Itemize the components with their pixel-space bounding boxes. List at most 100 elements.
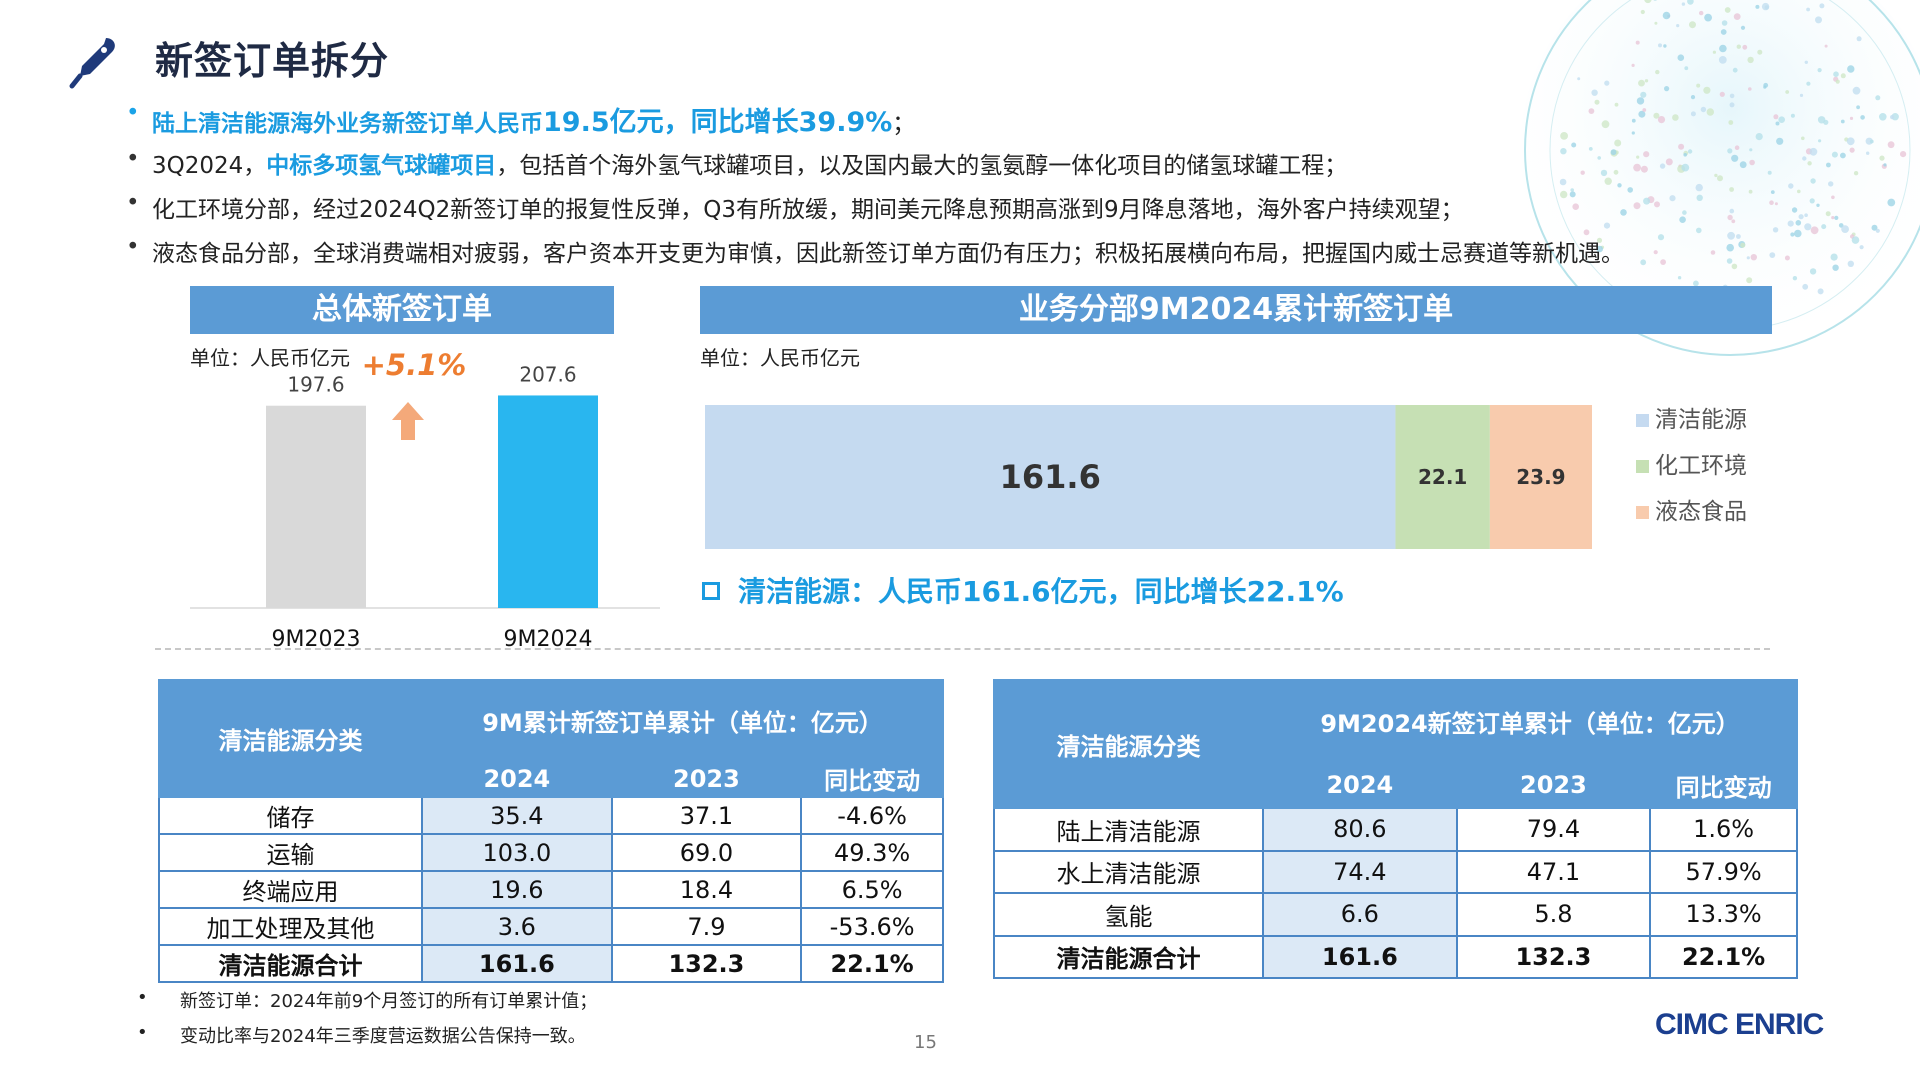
legend-swatch	[1636, 506, 1649, 519]
table-cell: 6.6	[1262, 892, 1458, 937]
pen-icon	[69, 38, 115, 89]
table-row-label: 水上清洁能源	[992, 849, 1265, 894]
table-row-label: 储存	[157, 796, 424, 835]
table-row: 清洁能源合计 161.6 132.3 22.1%	[157, 944, 944, 983]
table-row-label: 氢能	[992, 892, 1265, 937]
table1-col-2024: 2024	[421, 759, 613, 798]
bullet-text: 液态食品分部，全球消费端相对疲弱，客户资本开支更为审慎，因此新签订单方面仍有压力…	[152, 241, 1624, 267]
table-row-label: 陆上清洁能源	[992, 807, 1265, 852]
table-row: 陆上清洁能源 80.6 79.4 1.6%	[992, 807, 1798, 852]
table-cell: -53.6%	[800, 907, 944, 946]
segment-bar-0	[705, 405, 1396, 549]
segment-value-label: 22.1	[1418, 465, 1467, 489]
legend-label: 清洁能源	[1655, 407, 1747, 433]
clean-energy-table-1: 清洁能源分类 9M累计新签订单累计（单位：亿元） 2024 2023 同比变动 …	[157, 679, 944, 983]
overall-orders-header: 总体新签订单	[190, 286, 614, 334]
bullet-text: 3Q2024，	[152, 153, 267, 179]
table-cell: 47.1	[1455, 849, 1652, 894]
table-cell: 22.1%	[800, 944, 944, 983]
bullet-text: 陆上清洁能源海外业务新签订单人民币	[152, 111, 543, 137]
page-number: 15	[914, 1032, 937, 1053]
bullet-text: ；	[892, 111, 916, 137]
table-cell: 22.1%	[1649, 934, 1798, 979]
table-cell: 5.8	[1455, 892, 1652, 937]
footnote-2: 变动比率与2024年三季度营运数据公告保持一致。	[137, 1022, 586, 1048]
segment-value-label: 161.6	[1000, 458, 1101, 496]
legend-swatch	[1636, 460, 1649, 473]
section-divider	[155, 648, 1770, 650]
clean-energy-note-text: 清洁能源：人民币161.6亿元，同比增长22.1%	[738, 575, 1344, 608]
table-row-label: 清洁能源合计	[157, 944, 424, 983]
table-cell: 79.4	[1455, 807, 1652, 852]
segment-bar-2	[1489, 405, 1592, 549]
overall-orders-chart: 197.6 9M2023 207.6 9M2024 +5.1%	[190, 348, 660, 652]
table2-col-2023: 2023	[1455, 761, 1652, 809]
clean-energy-table-2: 清洁能源分类 9M2024新签订单累计（单位：亿元） 2024 2023 同比变…	[992, 679, 1798, 979]
table-cell: 35.4	[421, 796, 613, 835]
globe-decoration	[1520, 0, 1920, 360]
bar-value-label: 207.6	[519, 362, 576, 386]
bar-9M2023	[266, 405, 366, 608]
bullet-text: 化工环境分部，经过2024Q2新签订单的报复性反弹，Q3有所放缓，期间美元降息预…	[152, 197, 1464, 223]
table-cell: 37.1	[610, 796, 803, 835]
legend-swatch	[1636, 414, 1649, 427]
table1-col-change: 同比变动	[800, 759, 944, 798]
table-cell: 74.4	[1262, 849, 1458, 894]
table2-group-header: 9M2024新签订单累计（单位：亿元）	[1262, 679, 1798, 763]
table2-category-header: 清洁能源分类	[992, 679, 1265, 809]
table2-col-change: 同比变动	[1649, 761, 1798, 809]
up-arrow-icon	[392, 402, 424, 440]
segment-orders-header: 业务分部9M2024累计新签订单	[700, 286, 1772, 334]
table-row: 加工处理及其他 3.6 7.9 -53.6%	[157, 907, 944, 946]
table-cell: 18.4	[610, 870, 803, 909]
table-row-label: 终端应用	[157, 870, 424, 909]
right-unit-label: 单位：人民币亿元	[700, 346, 860, 370]
table-cell: 1.6%	[1649, 807, 1798, 852]
table-cell: 80.6	[1262, 807, 1458, 852]
bullet-text: 中标多项氢气球罐项目	[266, 153, 497, 179]
company-logo: CIMC ENRIC	[1655, 1008, 1824, 1041]
clean-energy-note: 清洁能源：人民币161.6亿元，同比增长22.1%	[702, 570, 1344, 610]
legend-label: 液态食品	[1655, 499, 1747, 525]
table1-category-header: 清洁能源分类	[157, 679, 424, 798]
bullet-text: ，包括首个海外氢气球罐项目，以及国内最大的氢氨醇一体化项目的储氢球罐工程；	[496, 153, 1348, 179]
table2-col-2024: 2024	[1262, 761, 1458, 809]
bullet-item: 液态食品分部，全球消费端相对疲弱，客户资本开支更为审慎，因此新签订单方面仍有压力…	[126, 234, 1624, 268]
table-cell: 49.3%	[800, 833, 944, 872]
bar-9M2024	[498, 395, 598, 608]
table-row: 终端应用 19.6 18.4 6.5%	[157, 870, 944, 909]
table-cell: 3.6	[421, 907, 613, 946]
table-cell: 103.0	[421, 833, 613, 872]
left-unit-label: 单位：人民币亿元	[190, 346, 350, 370]
table-cell: 7.9	[610, 907, 803, 946]
table-cell: 57.9%	[1649, 849, 1798, 894]
growth-annotation: +5.1%	[362, 348, 467, 382]
table-cell: 161.6	[1262, 934, 1458, 979]
bullet-item: 陆上清洁能源海外业务新签订单人民币19.5亿元，同比增长39.9%；	[126, 100, 916, 139]
table-row: 水上清洁能源 74.4 47.1 57.9%	[992, 849, 1798, 894]
x-tick-label: 9M2024	[504, 627, 593, 652]
bullet-text: 19.5亿元，同比增长39.9%	[543, 107, 893, 138]
table-cell: 132.3	[1455, 934, 1652, 979]
x-tick-label: 9M2023	[272, 627, 361, 652]
table-cell: 13.3%	[1649, 892, 1798, 937]
bullet-item: 化工环境分部，经过2024Q2新签订单的报复性反弹，Q3有所放缓，期间美元降息预…	[126, 190, 1464, 224]
table-cell: 161.6	[421, 944, 613, 983]
table-row: 清洁能源合计 161.6 132.3 22.1%	[992, 934, 1798, 979]
square-bullet-icon	[702, 582, 720, 600]
table1-group-header: 9M累计新签订单累计（单位：亿元）	[421, 679, 944, 761]
table-row-label: 运输	[157, 833, 424, 872]
table-cell: 6.5%	[800, 870, 944, 909]
table-cell: 19.6	[421, 870, 613, 909]
segment-value-label: 23.9	[1516, 465, 1565, 489]
footnote-1: 新签订单：2024年前9个月签订的所有订单累计值；	[137, 987, 597, 1013]
bullet-item: 3Q2024，中标多项氢气球罐项目，包括首个海外氢气球罐项目，以及国内最大的氢氨…	[126, 146, 1348, 180]
table-row: 储存 35.4 37.1 -4.6%	[157, 796, 944, 835]
table-cell: 69.0	[610, 833, 803, 872]
legend-label: 化工环境	[1655, 453, 1747, 479]
bar-value-label: 197.6	[287, 373, 344, 397]
segment-bar-1	[1395, 405, 1490, 549]
table-row: 氢能 6.6 5.8 13.3%	[992, 892, 1798, 937]
table-row: 运输 103.0 69.0 49.3%	[157, 833, 944, 872]
